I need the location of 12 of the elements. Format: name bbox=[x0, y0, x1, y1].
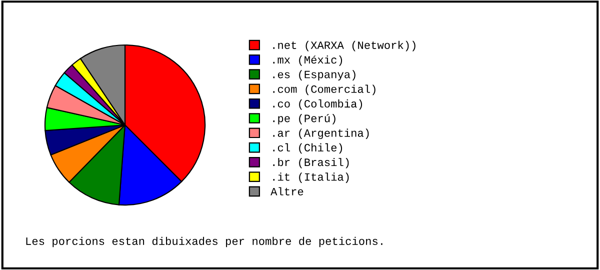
legend-label: .co (Colombia) bbox=[273, 99, 362, 110]
legend-label: .com (Comercial) bbox=[273, 84, 376, 96]
legend-label: .es (Espanya) bbox=[273, 70, 356, 80]
legend-label: .br (Brasil) bbox=[273, 158, 349, 168]
legend-label: .mx (Méxic) bbox=[273, 55, 342, 66]
legend-label: .ar (Argentina) bbox=[273, 128, 369, 140]
legend-label: Altre bbox=[270, 187, 304, 196]
legend-label: .net (XARXA (Network)) bbox=[273, 40, 416, 52]
legend-label: .cl (Chile) bbox=[273, 143, 342, 154]
legend-label: .pe (Perú) bbox=[273, 114, 336, 124]
legend-label: .it (Italia) bbox=[273, 172, 349, 183]
text: Les porcions estan dibuixades per nombre de peticions. bbox=[26, 236, 382, 248]
